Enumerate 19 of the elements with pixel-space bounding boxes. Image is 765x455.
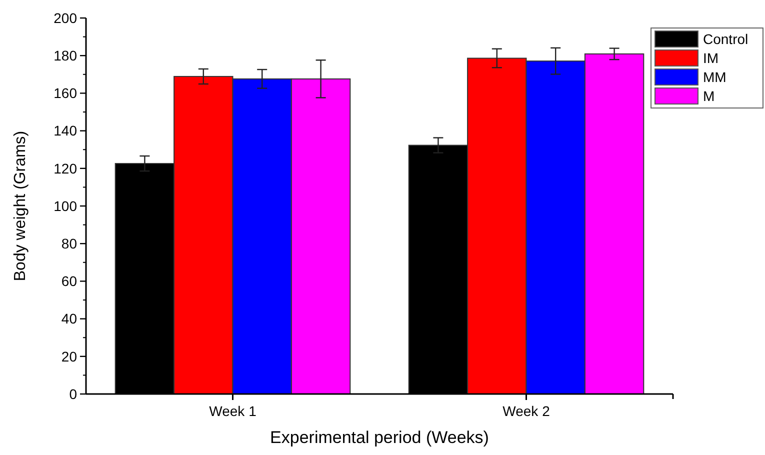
y-tick-label: 140 [54, 122, 78, 139]
x-tick-label: Week 2 [502, 403, 550, 419]
legend-label: MM [703, 68, 726, 85]
y-tick-label: 80 [61, 236, 78, 252]
y-axis-title: Body weight (Grams) [12, 130, 29, 282]
y-tick-label: 60 [61, 273, 78, 290]
legend-label: IM [703, 50, 719, 66]
y-tick-label: 200 [54, 10, 78, 26]
y-tick-label: 160 [54, 85, 78, 102]
x-tick-label: Week 1 [209, 403, 257, 419]
y-tick-label: 40 [61, 310, 78, 327]
y-tick-label: 0 [69, 386, 78, 402]
y-tick-label: 180 [54, 48, 78, 64]
y-tick-label: 20 [61, 348, 78, 364]
y-tick-label: 120 [54, 160, 78, 176]
y-tick-label: 100 [54, 198, 78, 214]
legend-label: Control [703, 30, 748, 47]
legend-label: M [703, 88, 715, 104]
x-axis-title: Experimental period (Weeks) [270, 428, 489, 447]
